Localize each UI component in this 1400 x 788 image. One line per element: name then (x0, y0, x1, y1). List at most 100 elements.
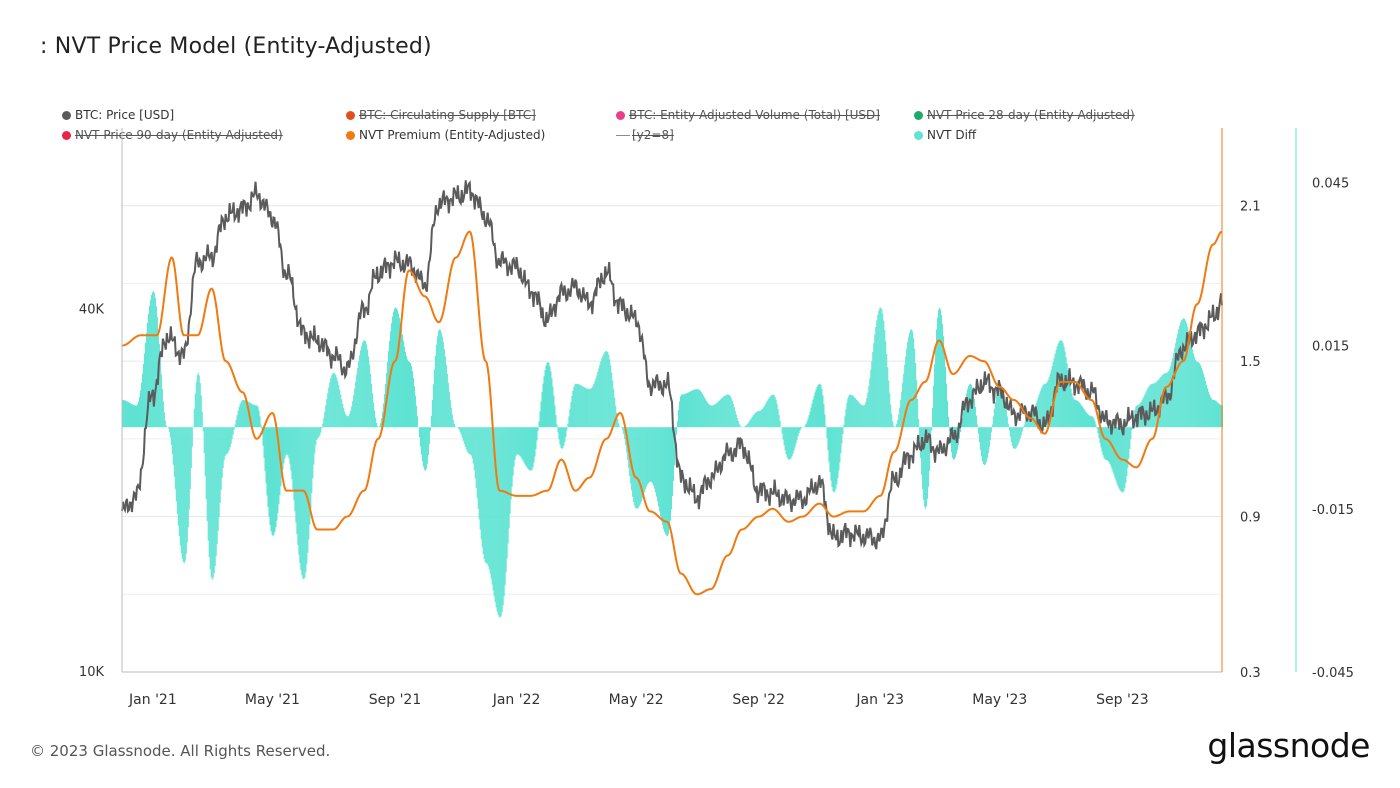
nvt-diff-bar (1037, 397, 1039, 428)
nvt-diff-bar (1189, 335, 1191, 428)
nvt-diff-bar (396, 308, 398, 428)
nvt-diff-bar (940, 309, 942, 428)
nvt-diff-bar (753, 414, 755, 428)
legend-label: [y2=8] (632, 128, 674, 142)
nvt-diff-bar (189, 427, 191, 490)
nvt-diff-bar (185, 427, 187, 554)
nvt-diff-bar (1215, 400, 1217, 428)
nvt-diff-bar (222, 427, 224, 469)
nvt-diff-bar (735, 414, 737, 428)
nvt-diff-bar (199, 383, 201, 428)
nvt-diff-bar (712, 405, 714, 428)
nvt-diff-bar (263, 427, 265, 458)
nvt-diff-bar (183, 427, 185, 564)
nvt-diff-bar (548, 363, 550, 428)
nvt-diff-bar (254, 405, 256, 428)
nvt-diff-bar (982, 427, 984, 465)
nvt-diff-bar (820, 385, 822, 428)
nvt-diff-bar (127, 402, 130, 428)
legend-item-5[interactable]: NVT Premium (Entity-Adjusted) (346, 128, 545, 142)
nvt-diff-bar (1144, 394, 1146, 428)
nvt-diff-bar (789, 427, 791, 460)
nvt-diff-bar (769, 396, 771, 428)
nvt-diff-bar (509, 427, 511, 514)
nvt-diff-bar (160, 374, 162, 428)
legend-item-4[interactable]: NVT Price 90-day (Entity-Adjusted) (62, 128, 283, 142)
nvt-diff-bar (1148, 386, 1150, 428)
nvt-diff-bar (609, 359, 611, 428)
nvt-diff-bar (1089, 415, 1091, 428)
nvt-diff-bar (585, 388, 587, 428)
nvt-diff-bar (711, 405, 713, 428)
nvt-diff-bar (671, 427, 673, 510)
legend-item-0[interactable]: BTC: Price [USD] (62, 108, 174, 122)
nvt-diff-bar (1158, 379, 1160, 428)
nvt-diff-bar (287, 427, 289, 456)
nvt-diff-bar (313, 427, 315, 465)
nvt-diff-bar (934, 364, 936, 428)
nvt-diff-bar (777, 409, 779, 428)
nvt-diff-bar (1076, 400, 1078, 428)
nvt-diff-bar (566, 427, 568, 431)
nvt-diff-bar (737, 421, 739, 428)
nvt-diff-bar (782, 427, 784, 440)
nvt-diff-bar (177, 427, 179, 526)
nvt-diff-bar (337, 380, 339, 428)
nvt-diff-bar (584, 387, 586, 428)
nvt-diff-bar (144, 343, 146, 428)
nvt-diff-bar (193, 408, 195, 428)
nvt-diff-bar (954, 427, 957, 458)
nvt-diff-bar (219, 427, 221, 504)
nvt-diff-bar (380, 423, 382, 428)
legend-item-1[interactable]: BTC: Circulating Supply [BTC] (346, 108, 536, 122)
nvt-diff-bar (174, 427, 176, 489)
nvt-diff-bar (291, 427, 293, 480)
nvt-diff-bar (653, 427, 655, 486)
nvt-diff-bar (238, 407, 240, 428)
nvt-diff-bar (686, 392, 688, 428)
legend-item-3[interactable]: NVT Price 28-day (Entity-Adjusted) (914, 108, 1135, 122)
nvt-diff-bar (625, 427, 627, 446)
nvt-diff-bar (1183, 318, 1185, 428)
nvt-diff-bar (602, 356, 604, 428)
nvt-diff-bar (965, 393, 967, 428)
nvt-diff-bar (324, 411, 326, 428)
nvt-diff-bar (794, 427, 796, 448)
nvt-diff-bar (427, 427, 429, 456)
nvt-diff-bar (875, 326, 877, 428)
nvt-diff-bar (240, 401, 242, 428)
nvt-diff-bar (886, 354, 888, 428)
nvt-diff-bar (268, 427, 270, 517)
nvt-diff-bar (421, 427, 423, 462)
nvt-diff-bar (943, 336, 945, 428)
nvt-diff-bar (375, 417, 377, 428)
nvt-diff-bar (732, 403, 734, 428)
nvt-diff-bar (1047, 380, 1049, 428)
nvt-diff-bar (228, 427, 230, 451)
nvt-diff-bar (771, 394, 773, 428)
nvt-diff-bar (487, 427, 489, 566)
legend-item-2[interactable]: BTC: Entity-Adjusted Volume (Total) [USD… (616, 108, 880, 122)
nvt-diff-bar (862, 405, 864, 428)
legend-item-6[interactable]: [y2=8] (616, 128, 674, 142)
nvt-diff-bar (795, 427, 797, 444)
nvt-diff-bar (611, 372, 613, 428)
nvt-diff-bar (721, 397, 723, 428)
nvt-diff-bar (651, 427, 653, 483)
legend-label: NVT Price 90-day (Entity-Adjusted) (75, 128, 283, 142)
axes (121, 128, 1297, 673)
nvt-diff-bar (500, 427, 502, 617)
nvt-diff-bar (919, 427, 921, 440)
nvt-diff-bar (555, 415, 557, 428)
nvt-diff-bar (141, 373, 143, 428)
nvt-diff-bar (457, 427, 459, 429)
nvt-diff-bar (410, 366, 412, 428)
legend-item-7[interactable]: NVT Diff (914, 128, 976, 142)
glassnode-logo[interactable]: glassnode (1207, 726, 1370, 765)
nvt-diff-bar (528, 427, 530, 470)
y-right-premium-tick-label: 2.1 (1240, 200, 1261, 215)
nvt-diff-bar (597, 371, 599, 428)
nvt-diff-bar (923, 427, 925, 500)
nvt-diff-bar (128, 402, 131, 428)
nvt-diff-bar (147, 313, 149, 428)
